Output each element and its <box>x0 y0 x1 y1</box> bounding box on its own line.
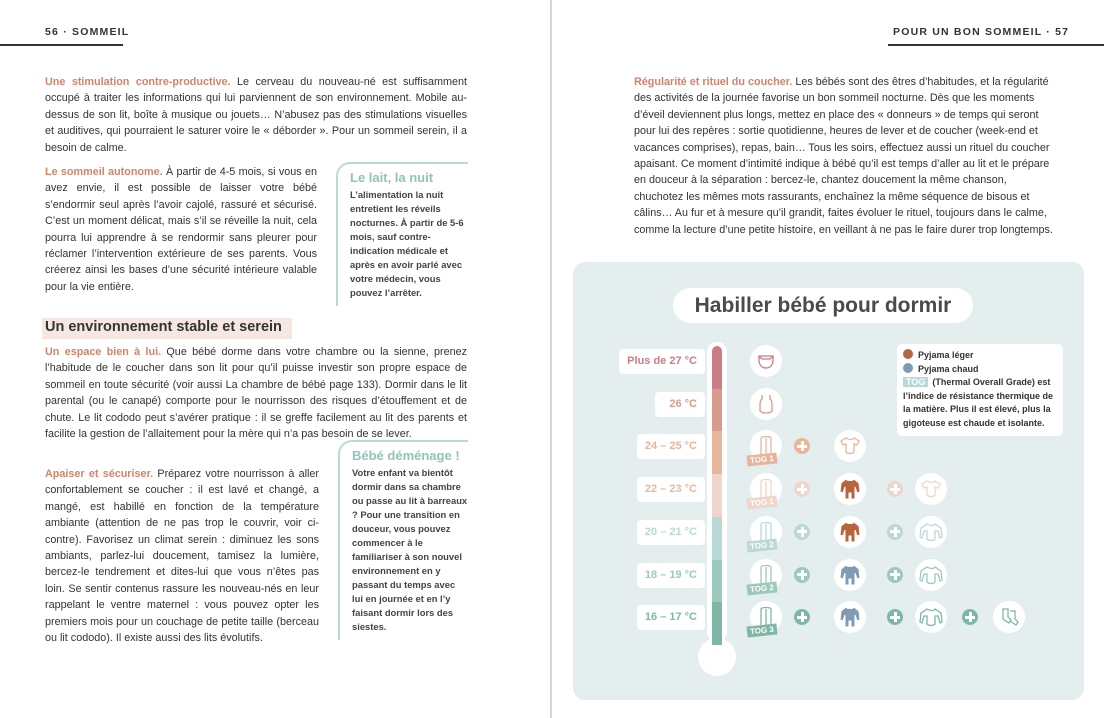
temperature-label-wrap: 24 – 25 °C <box>637 434 705 460</box>
paragraph-stimulation: Une stimulation contre-productive. Le ce… <box>45 74 467 156</box>
paragraph-text: Les bébés sont des êtres d’habitudes, et… <box>634 76 1053 236</box>
temperature-label: 18 – 19 °C <box>637 562 705 588</box>
legend-warm: Pyjama chaud <box>903 362 1057 377</box>
paragraph-lead: Une stimulation contre-productive. <box>45 76 231 88</box>
warm-pyjama-icon <box>834 558 866 591</box>
paragraph-espace: Un espace bien à lui. Que bébé dorme dan… <box>45 344 467 454</box>
sidebar-text: Votre enfant va bientôt dormir dans sa c… <box>352 467 468 632</box>
tog-badge: TOG <box>903 377 929 387</box>
left-page-header: 56 · SOMMEIL <box>45 26 130 38</box>
paragraph-text: À partir de 4-5 mois, si vous en avez en… <box>45 166 317 293</box>
temperature-label-wrap: Plus de 27 °C <box>619 349 705 374</box>
section-heading: Un environnement stable et serein <box>42 318 292 339</box>
paragraph-sommeil-autonome: Le sommeil autonome. À partir de 4-5 moi… <box>45 164 317 295</box>
short-bodysuit-icon <box>915 473 947 506</box>
left-header-rule <box>0 44 123 46</box>
temperature-label: 20 – 21 °C <box>637 519 705 545</box>
thermometer-segment <box>712 346 722 390</box>
legend-label: Pyjama chaud <box>918 363 979 374</box>
sleeping-bag-icon: TOG 1 <box>746 473 782 510</box>
book-fold <box>550 0 552 718</box>
short-bodysuit-icon <box>834 430 866 463</box>
paragraph-text: Que bébé dorme dans votre chambre ou la … <box>45 346 467 441</box>
thermometer-segment <box>712 516 722 560</box>
paragraph-rituel: Régularité et rituel du coucher. Les béb… <box>634 74 1057 238</box>
plus-icon <box>887 481 903 498</box>
temperature-label-wrap: 26 °C <box>655 391 705 417</box>
tog-explanation: est l’indice de résistance thermique de … <box>903 377 1054 428</box>
temperature-label: 22 – 23 °C <box>637 477 705 503</box>
sidebar-title: Bébé déménage ! <box>352 448 460 463</box>
paragraph-lead: Régularité et rituel du coucher. <box>634 76 793 88</box>
light-pyjama-icon <box>834 515 866 548</box>
temperature-label-wrap: 16 – 17 °C <box>637 605 705 631</box>
sleeping-bag-icon: TOG 1 <box>746 430 782 467</box>
sidebar-lait-nuit: Le lait, la nuit L’alimentation la nuit … <box>336 162 468 306</box>
legend: Pyjama léger Pyjama chaud TOG (Thermal Ov… <box>897 344 1063 436</box>
tog-badge: TOG 1 <box>746 495 778 510</box>
paragraph-apaiser: Apaiser et sécuriser. Préparez votre nou… <box>45 466 319 646</box>
temperature-label: 26 °C <box>655 391 705 417</box>
long-bodysuit-icon <box>915 515 947 548</box>
temperature-label: 24 – 25 °C <box>637 434 705 460</box>
paragraph-text: Le cerveau du nouveau-né est suffisammen… <box>45 76 467 154</box>
paragraph-lead: Le sommeil autonome. <box>45 166 163 178</box>
warm-pyjama-swatch <box>903 362 913 373</box>
sidebar-text: L’alimentation la nuit entretient les ré… <box>350 189 464 298</box>
legend-label: Pyjama léger <box>918 350 974 360</box>
paragraph-lead: Apaiser et sécuriser. <box>45 468 154 480</box>
plus-icon <box>887 523 903 540</box>
temperature-label: 16 – 17 °C <box>637 605 705 631</box>
sidebar-title: Le lait, la nuit <box>350 170 434 185</box>
sidebar-bebe-demenage: Bébé déménage ! Votre enfant va bientôt … <box>338 440 468 640</box>
legend-light: Pyjama léger <box>903 349 1057 363</box>
light-pyjama-swatch <box>903 349 913 359</box>
plus-icon <box>794 481 810 498</box>
thermometer-segment <box>712 388 722 432</box>
right-header-rule <box>888 44 1104 46</box>
temperature-label: Plus de 27 °C <box>619 349 705 374</box>
thermometer-segment <box>712 602 722 646</box>
sleeping-bag-icon: TOG 2 <box>746 515 782 553</box>
plus-icon <box>794 523 810 540</box>
plus-icon <box>887 609 903 626</box>
long-bodysuit-icon <box>915 601 947 634</box>
infographic-panel: Habiller bébé pour dormir Plus de 27 °C 2… <box>573 262 1084 700</box>
plus-icon <box>887 566 903 583</box>
legend-tog: TOG (Thermal Overall Grade) est l’indice … <box>903 376 1057 430</box>
plus-icon <box>962 609 978 626</box>
tog-badge: TOG 1 <box>746 452 778 467</box>
tog-badge: TOG 2 <box>746 580 778 596</box>
thermometer-segment <box>712 474 722 518</box>
warm-pyjama-icon <box>834 601 866 634</box>
thermometer-segment <box>712 559 722 603</box>
socks-icon <box>993 601 1025 634</box>
plus-icon <box>794 609 810 626</box>
sleeping-bag-icon: TOG 2 <box>746 558 782 596</box>
temperature-label-wrap: 20 – 21 °C <box>637 519 705 545</box>
tog-definition: (Thermal Overall Grade) <box>932 377 1035 387</box>
tog-badge: TOG 2 <box>746 538 778 553</box>
tank-bodysuit-icon <box>750 387 782 420</box>
temperature-label-wrap: 18 – 19 °C <box>637 562 705 588</box>
long-bodysuit-icon <box>915 558 947 591</box>
right-page-header: POUR UN BON SOMMEIL · 57 <box>893 26 1070 38</box>
thermometer-segment <box>712 431 722 475</box>
plus-icon <box>794 566 810 583</box>
sleeping-bag-icon: TOG 3 <box>746 601 782 638</box>
diaper-icon <box>750 345 782 377</box>
plus-icon <box>794 438 810 455</box>
paragraph-lead: Un espace bien à lui. <box>45 346 162 358</box>
tog-badge: TOG 3 <box>746 623 778 638</box>
temperature-label-wrap: 22 – 23 °C <box>637 477 705 503</box>
infographic-title: Habiller bébé pour dormir <box>673 288 973 323</box>
paragraph-text: Préparez votre nourrisson à aller confor… <box>45 468 319 645</box>
light-pyjama-icon <box>834 473 866 506</box>
